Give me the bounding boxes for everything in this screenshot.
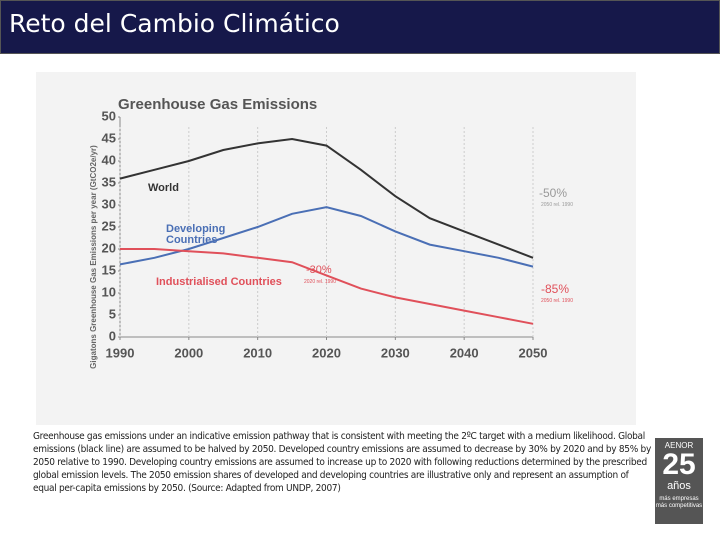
series-line xyxy=(120,248,534,325)
x-tick-label: 2020 xyxy=(312,345,341,360)
logo-word: años xyxy=(667,480,691,492)
y-axis-label: Gigatons Greenhouse Gas Emissions per ye… xyxy=(89,145,98,369)
x-tick-label: 2050 xyxy=(519,345,548,360)
slide-title: Reto del Cambio Climático xyxy=(9,9,340,38)
chart-title: Greenhouse Gas Emissions xyxy=(118,96,317,113)
x-tick-label: 2010 xyxy=(243,345,272,360)
series-label: Developing Countries xyxy=(166,223,226,246)
y-tick-label: 20 xyxy=(102,240,116,255)
series-label: Industrialised Countries xyxy=(156,276,282,288)
chart-panel: Greenhouse Gas Emissions Gigatons Greenh… xyxy=(36,72,636,425)
y-tick-label: 5 xyxy=(109,306,116,321)
x-tick-label: 1990 xyxy=(106,345,135,360)
y-tick-label: 30 xyxy=(102,196,116,211)
series-label: World xyxy=(148,182,179,194)
y-tick-label: 0 xyxy=(109,328,116,343)
chart: Greenhouse Gas Emissions Gigatons Greenh… xyxy=(89,96,548,369)
y-tick-label: 10 xyxy=(102,284,116,299)
caption: Greenhouse gas emissions under an indica… xyxy=(33,431,651,494)
series-line xyxy=(119,206,534,268)
y-tick-label: 45 xyxy=(102,130,116,145)
annotation: 2050 rel. 1990 xyxy=(541,202,573,208)
y-tick-label: 15 xyxy=(102,262,116,277)
logo-number: 25 xyxy=(662,448,696,481)
y-tick-label: 50 xyxy=(102,108,116,123)
x-tick-label: 2030 xyxy=(381,345,410,360)
y-tick-label: 40 xyxy=(102,152,116,167)
x-tick-label: 2040 xyxy=(450,345,479,360)
y-tick-label: 35 xyxy=(102,174,116,189)
title-bar: Reto del Cambio Climático xyxy=(0,0,720,54)
logo-tagline: más empresas más competitivas xyxy=(655,496,703,509)
annotation: -30% xyxy=(306,264,332,276)
y-tick-label: 25 xyxy=(102,218,116,233)
series-line xyxy=(119,137,534,259)
x-tick-label: 2000 xyxy=(174,345,203,360)
logo: AENOR 25 años más empresas más competiti… xyxy=(655,438,703,524)
annotation: 2050 rel. 1990 xyxy=(541,298,573,304)
annotation: 2020 rel. 1990 xyxy=(304,279,336,285)
annotation: -85% xyxy=(541,282,570,296)
annotation: -50% xyxy=(539,186,568,200)
logo-brand: AENOR xyxy=(664,441,694,450)
